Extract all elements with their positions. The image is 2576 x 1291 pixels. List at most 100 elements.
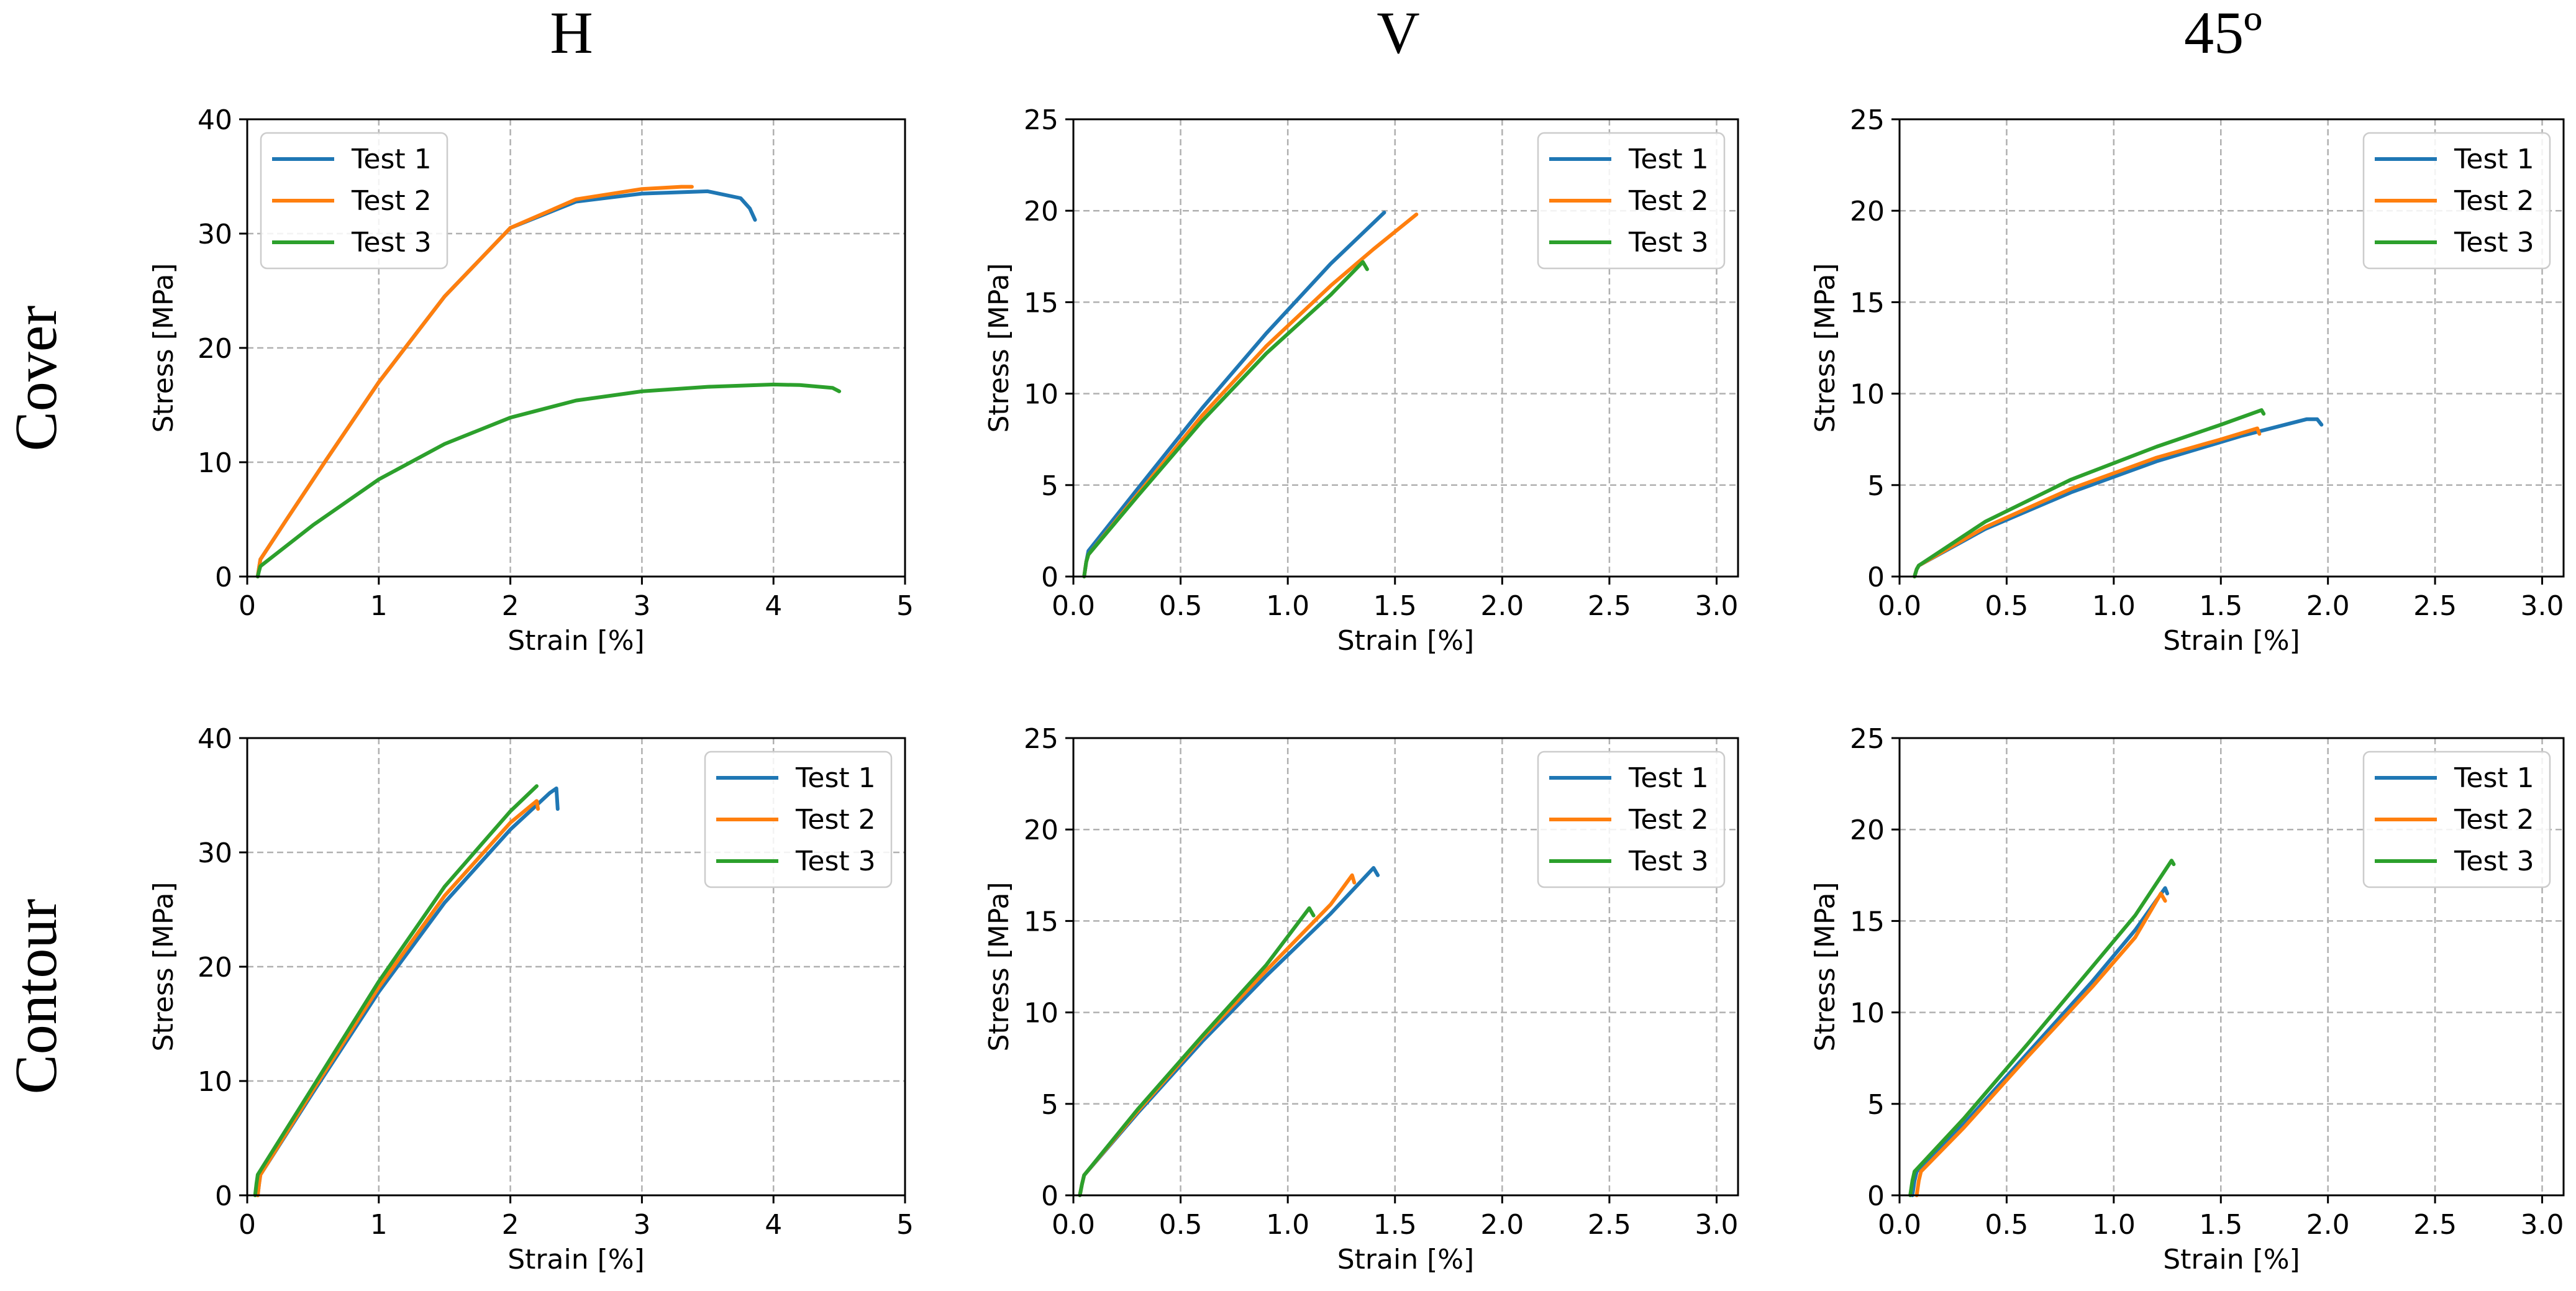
x-tick-label: 2.0 <box>2306 590 2350 622</box>
panel-cover-h: 0 1 2 3 4 5 0 10 20 30 40 Strain [%] Stress [MPa] Tes… <box>148 104 914 657</box>
panel-cover-45: 0.0 0.5 1.0 1.5 2.0 2.5 3.0 0 5 10 15 20 25 Strain [%… <box>1809 104 2565 657</box>
x-tick-label: 1.0 <box>2092 1209 2136 1241</box>
y-tick-label: 30 <box>198 219 232 250</box>
legend-label-test-1: Test 1 <box>351 144 432 175</box>
axes-frame <box>1898 118 2565 578</box>
legend-label-test-2: Test 2 <box>1628 804 1709 836</box>
x-tick-label: 4 <box>765 590 782 622</box>
legend-label-test-3: Test 3 <box>2454 846 2534 877</box>
x-tick-label: 0.5 <box>1159 1209 1203 1241</box>
y-axis-label: Stress [MPa] <box>148 882 180 1051</box>
x-tick-label: 1.5 <box>2199 590 2242 622</box>
series-line-test-1 <box>1078 866 1380 1197</box>
x-tick-label: 0.0 <box>1052 1209 1095 1241</box>
x-axis-label: Strain [%] <box>2163 1244 2300 1275</box>
legend-label-test-1: Test 1 <box>1628 762 1709 794</box>
axes-frame <box>1072 118 1739 578</box>
x-tick-label: 3.0 <box>2521 1209 2564 1241</box>
y-tick-label: 10 <box>1850 379 1885 411</box>
x-tick-label: 2.0 <box>1480 1209 1524 1241</box>
y-tick-label: 20 <box>198 952 232 983</box>
x-tick-label: 2 <box>502 1209 519 1241</box>
y-tick-label: 15 <box>1024 287 1058 319</box>
panel-contour-45: 0.0 0.5 1.0 1.5 2.0 2.5 3.0 0 5 10 15 20 25 Strain [%… <box>1809 723 2565 1275</box>
legend-label-test-1: Test 1 <box>2454 762 2534 794</box>
legend-label-test-3: Test 3 <box>795 846 876 877</box>
x-tick-label: 2.0 <box>2306 1209 2350 1241</box>
y-tick-label: 20 <box>1850 814 1885 846</box>
y-tick-label: 15 <box>1850 287 1885 319</box>
series-line-test-3 <box>1082 260 1369 578</box>
y-tick-label: 40 <box>198 723 232 755</box>
x-tick-label: 1 <box>370 590 388 622</box>
x-tick-label: 3 <box>633 1209 650 1241</box>
y-tick-label: 15 <box>1850 906 1885 937</box>
series-line-test-2 <box>1078 873 1357 1197</box>
y-tick-label: 10 <box>198 447 232 479</box>
x-tick-label: 2 <box>502 590 519 622</box>
y-tick-label: 25 <box>1024 104 1058 136</box>
series-line-test-3 <box>1913 408 2266 578</box>
legend-label-test-1: Test 1 <box>2454 144 2534 175</box>
y-tick-label: 0 <box>1041 562 1058 593</box>
legend: Test 1 Test 2 Test 3 <box>1537 750 1726 888</box>
panel-cover-v: 0.0 0.5 1.0 1.5 2.0 2.5 3.0 0 5 10 15 20 25 Strain [%… <box>983 104 1739 657</box>
legend-box <box>1537 750 1726 888</box>
col-title-45: 45º <box>2184 0 2262 66</box>
y-tick-label: 25 <box>1850 723 1885 755</box>
y-tick-label: 20 <box>1850 196 1885 227</box>
x-tick-label: 5 <box>896 590 914 622</box>
x-tick-label: 2.5 <box>1588 590 1631 622</box>
legend-label-test-2: Test 2 <box>2454 804 2534 836</box>
x-axis-label: Strain [%] <box>1337 1244 1474 1275</box>
y-axis-label: Stress [MPa] <box>1809 882 1841 1051</box>
x-tick-label: 0 <box>239 1209 256 1241</box>
x-tick-label: 1.5 <box>1373 590 1417 622</box>
axes-frame <box>1898 737 2565 1197</box>
y-tick-label: 20 <box>198 333 232 365</box>
x-tick-label: 1.5 <box>1373 1209 1417 1241</box>
y-tick-label: 20 <box>1024 814 1058 846</box>
x-tick-label: 2.5 <box>2413 590 2457 622</box>
legend-label-test-2: Test 2 <box>351 185 432 217</box>
legend-box <box>704 750 893 888</box>
row-title-contour: Contour <box>2 899 69 1095</box>
y-tick-label: 10 <box>1024 998 1058 1029</box>
y-tick-label: 0 <box>1867 562 1885 593</box>
legend-label-test-3: Test 3 <box>2454 227 2534 258</box>
y-tick-label: 30 <box>198 837 232 869</box>
x-tick-label: 3.0 <box>1695 1209 1738 1241</box>
col-title-h: H <box>550 0 593 66</box>
legend: Test 1 Test 2 Test 3 <box>704 750 893 888</box>
series-line-test-2 <box>1914 892 2167 1197</box>
y-tick-label: 10 <box>198 1066 232 1098</box>
series-line-test-2 <box>1913 426 2262 578</box>
y-tick-label: 40 <box>198 104 232 136</box>
legend-label-test-2: Test 2 <box>795 804 876 836</box>
x-axis-label: Strain [%] <box>507 1244 644 1275</box>
legend-label-test-3: Test 3 <box>1628 846 1709 877</box>
y-tick-label: 10 <box>1024 379 1058 411</box>
axes-frame <box>1072 737 1739 1197</box>
x-tick-label: 1.5 <box>2199 1209 2242 1241</box>
series-line-test-3 <box>1078 906 1316 1197</box>
panel-contour-v: 0.0 0.5 1.0 1.5 2.0 2.5 3.0 0 5 10 15 20 25 Strain [%… <box>983 723 1739 1275</box>
x-tick-label: 5 <box>896 1209 914 1241</box>
y-tick-label: 20 <box>1024 196 1058 227</box>
y-tick-label: 0 <box>215 1180 232 1212</box>
series-line-test-2 <box>255 799 540 1197</box>
series-line-test-2 <box>255 185 694 578</box>
legend-box <box>260 132 448 270</box>
legend-box <box>1537 132 1726 270</box>
x-tick-label: 3.0 <box>1695 590 1738 622</box>
x-tick-label: 0.5 <box>1985 590 2028 622</box>
x-tick-label: 3.0 <box>2521 590 2564 622</box>
legend: Test 1 Test 2 Test 3 <box>2362 132 2551 270</box>
y-axis-label: Stress [MPa] <box>983 882 1015 1051</box>
legend-box <box>2362 750 2551 888</box>
x-axis-label: Strain [%] <box>1337 625 1474 657</box>
x-tick-label: 0.5 <box>1159 590 1203 622</box>
x-tick-label: 0.0 <box>1878 1209 1921 1241</box>
x-tick-label: 0.5 <box>1985 1209 2028 1241</box>
